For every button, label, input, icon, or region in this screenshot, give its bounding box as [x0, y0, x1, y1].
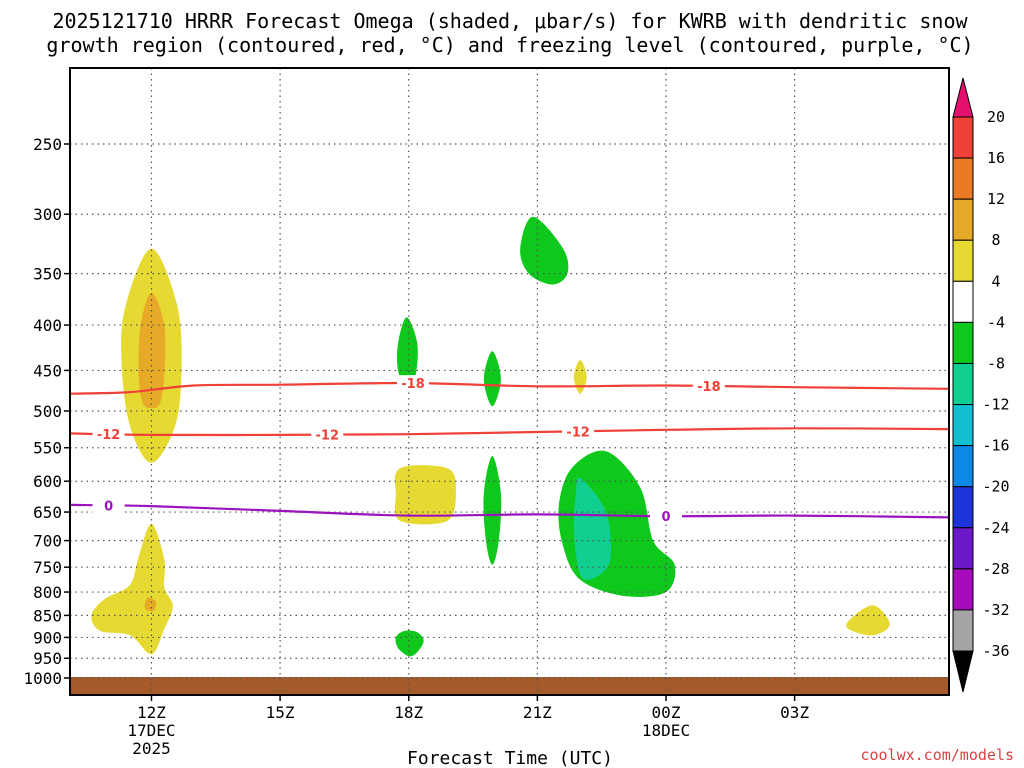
omega-shading	[91, 216, 890, 657]
colorbar: 20 16 12 8 4 -4 -8 -12 -16 -20 -24 -28 -32 -36	[952, 77, 1010, 693]
colorbar-box-9	[952, 486, 974, 529]
colorbar-label-13: -36	[982, 642, 1009, 660]
y-tick-label-300: 300	[33, 205, 62, 224]
isotherm-label-bg-2-1	[650, 508, 683, 525]
colorbar-label-5: -4	[987, 313, 1005, 331]
y-tick-label-400: 400	[33, 316, 62, 335]
colorbar-box-1	[952, 157, 974, 200]
credit-text: coolwx.com/models	[860, 746, 1014, 764]
omega-region-3	[144, 597, 157, 612]
colorbar-box-7	[952, 404, 974, 447]
isotherm-label-1-1: -12	[316, 429, 340, 444]
y-tick-label-950: 950	[33, 649, 62, 668]
y-tick-label-350: 350	[33, 265, 62, 284]
colorbar-label-7: -12	[982, 396, 1009, 414]
colorbar-label-1: 16	[987, 149, 1005, 167]
colorbar-box-6	[952, 362, 974, 406]
y-tick-label-750: 750	[33, 558, 62, 577]
y-tick-label-850: 850	[33, 606, 62, 625]
isotherm-line-2	[70, 503, 949, 519]
colorbar-box-11	[952, 568, 974, 611]
y-tick-label-900: 900	[33, 628, 62, 647]
omega-region-10	[483, 456, 502, 565]
colorbar-top-arrow	[952, 77, 974, 118]
isotherm-label-bg-1-1	[311, 426, 344, 443]
colorbar-label-8: -16	[982, 437, 1009, 455]
x-tick-date-12Z: 17DEC	[127, 721, 175, 740]
y-tick-label-550: 550	[33, 439, 62, 458]
colorbar-label-10: -24	[982, 519, 1009, 537]
colorbar-box-4	[952, 280, 974, 323]
x-tick-label-21Z: 21Z	[523, 703, 552, 722]
isotherm-label-bg-2-0	[92, 497, 125, 514]
isotherm-line-0	[70, 381, 949, 395]
omega-region-8	[396, 317, 418, 389]
plot-frame	[69, 67, 950, 696]
colorbar-box-3	[952, 239, 974, 282]
colorbar-box-2	[952, 198, 974, 241]
colorbar-label-6: -8	[987, 354, 1005, 372]
isotherm-label-2-1: 0	[661, 510, 670, 525]
x-tick-label-12Z: 12Z	[137, 703, 166, 722]
y-axis-ticks: 250 300 350 400 450 500 550 600 650 700 750 800 850 9…	[23, 135, 70, 688]
omega-region-11	[395, 630, 424, 657]
colorbar-bottom-arrow	[952, 650, 974, 693]
x-axis-label: Forecast Time (UTC)	[407, 748, 613, 768]
isotherm-label-bg-0-0	[397, 375, 430, 392]
x-tick-date-00Z: 18DEC	[642, 721, 690, 740]
y-tick-label-650: 650	[33, 503, 62, 522]
omega-region-4	[394, 465, 456, 525]
y-tick-label-450: 450	[33, 361, 62, 380]
y-tick-label-250: 250	[33, 135, 62, 154]
colorbar-box-10	[952, 527, 974, 570]
y-tick-label-600: 600	[33, 472, 62, 491]
colorbar-box-5	[952, 321, 974, 364]
omega-region-6	[846, 605, 890, 636]
y-tick-label-500: 500	[33, 402, 62, 421]
grid-lines	[70, 68, 949, 695]
chart-title-line-1: 2025121710 HRRR Forecast Omega (shaded, …	[52, 9, 968, 33]
colorbar-label-2: 12	[987, 190, 1005, 208]
colorbar-label-9: -20	[982, 478, 1009, 496]
isotherm-label-0-1: -18	[697, 380, 721, 395]
colorbar-box-12	[952, 609, 974, 652]
colorbar-label-3: 8	[991, 231, 1000, 249]
x-tick-year-12Z: 2025	[132, 739, 171, 758]
chart-title-line-2: growth region (contoured, red, °C) and f…	[46, 33, 973, 57]
isotherm-label-bg-1-2	[562, 423, 595, 440]
x-tick-label-03Z: 03Z	[780, 703, 809, 722]
x-tick-label-00Z: 00Z	[652, 703, 681, 722]
colorbar-label-4: 4	[991, 272, 1000, 290]
colorbar-label-12: -32	[982, 601, 1009, 619]
x-tick-label-15Z: 15Z	[266, 703, 295, 722]
omega-region-2	[91, 523, 173, 655]
x-tick-label-18Z: 18Z	[394, 703, 423, 722]
isotherm-label-1-2: -12	[566, 425, 590, 440]
y-tick-label-1000: 1000	[23, 669, 62, 688]
isotherm-label-0-0: -18	[401, 377, 425, 392]
omega-region-1	[138, 292, 166, 408]
omega-region-7	[520, 216, 569, 285]
isotherm-label-2-0: 0	[104, 499, 113, 514]
isotherm-label-1-0: -12	[97, 428, 121, 443]
isotherm-line-1	[70, 427, 949, 437]
y-tick-label-800: 800	[33, 583, 62, 602]
colorbar-box-0	[952, 116, 974, 159]
omega-region-9	[483, 351, 501, 407]
isotherm-label-bg-1-0	[92, 426, 125, 443]
y-tick-label-700: 700	[33, 532, 62, 551]
isotherm-contours	[70, 381, 949, 519]
colorbar-label-0: 20	[987, 108, 1005, 126]
isotherm-label-bg-0-1	[692, 378, 725, 395]
colorbar-label-11: -28	[982, 560, 1009, 578]
omega-region-5	[573, 360, 587, 394]
omega-region-13	[573, 477, 612, 581]
terrain-ground	[70, 677, 949, 695]
isotherm-labels: -18 -18 -12 -12 -12 0 0	[92, 375, 725, 525]
colorbar-box-8	[952, 445, 974, 488]
